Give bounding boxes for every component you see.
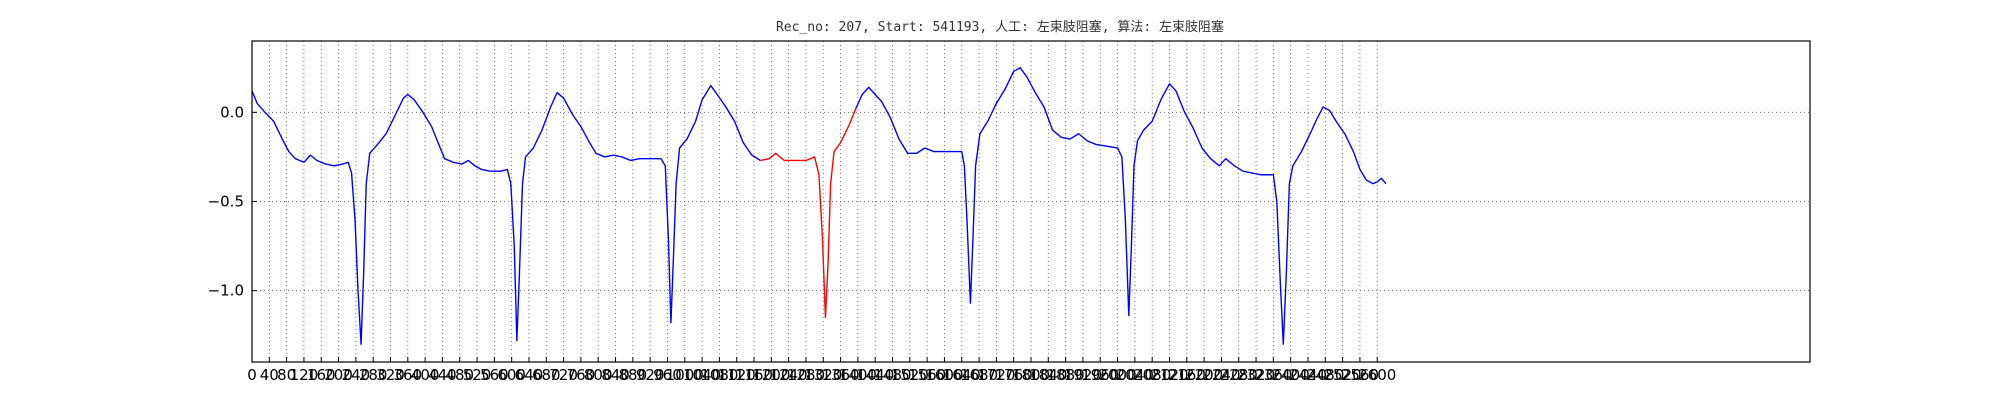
x-tick-label: 80 (277, 366, 296, 384)
x-tick-label: 1320 (804, 366, 842, 384)
x-tick-label: 480 (445, 366, 474, 384)
x-tick-label: 1720 (977, 366, 1015, 384)
x-tick-label: 1160 (735, 366, 773, 384)
y-tick-label: 0.0 (220, 103, 244, 121)
plot-frame (251, 40, 1811, 363)
x-tick-label: 1240 (770, 366, 808, 384)
series-layer (251, 67, 1387, 345)
x-tick-label: 2240 (1202, 366, 1240, 384)
x-tick-label: 640 (515, 366, 544, 384)
x-tick-label: 40 (260, 366, 279, 384)
x-tick-label: 1760 (995, 366, 1033, 384)
x-tick-label: 2000 (1098, 366, 1136, 384)
x-tick-label: 2560 (1341, 366, 1379, 384)
x-tick-label: 1920 (1064, 366, 1102, 384)
x-tick-label: 2080 (1133, 366, 1171, 384)
x-tick-label: 1800 (1012, 366, 1050, 384)
x-tick-label: 1480 (873, 366, 911, 384)
chart-title: Rec_no: 207, Start: 541193, 人工: 左束肢阻塞, 算… (776, 19, 1224, 35)
x-tick-label: 920 (636, 366, 665, 384)
y-tick-label: −0.5 (208, 193, 244, 211)
x-tick-label: 2320 (1237, 366, 1275, 384)
x-tick-label: 680 (532, 366, 561, 384)
x-tick-label: 2040 (1116, 366, 1154, 384)
x-tick-label: 1280 (787, 366, 825, 384)
x-tick-label: 1960 (1081, 366, 1119, 384)
x-tick-label: 320 (376, 366, 405, 384)
x-tick-label: 360 (393, 366, 422, 384)
x-tick-label: 760 (567, 366, 596, 384)
x-tick-label: 560 (480, 366, 509, 384)
x-tick-label: 800 (584, 366, 613, 384)
x-tick-label: 1120 (718, 366, 756, 384)
x-tick-label: 1880 (1047, 366, 1085, 384)
x-tick-label: 2120 (1150, 366, 1188, 384)
y-axis: 0.0 −0.5 −1.0 (208, 103, 257, 300)
grid (251, 41, 1810, 362)
x-tick-label: 120 (290, 366, 319, 384)
x-tick-label: 240 (342, 366, 371, 384)
x-tick-label: 1360 (821, 366, 859, 384)
ecg-trace-segment (251, 84, 761, 345)
x-tick-label: 200 (324, 366, 353, 384)
x-tick-label: 2600 (1358, 366, 1396, 384)
x-tick-label: 2280 (1220, 366, 1258, 384)
x-tick-label: 1200 (752, 366, 790, 384)
x-tick-label: 1680 (960, 366, 998, 384)
x-tick-label: 2160 (1168, 366, 1206, 384)
x-tick-label: 880 (619, 366, 648, 384)
x-tick-label: 1080 (700, 366, 738, 384)
x-tick-label: 1640 (943, 366, 981, 384)
y-tick-label: −1.0 (208, 282, 244, 300)
x-tick-label: 1840 (1029, 366, 1067, 384)
x-tick-label: 720 (549, 366, 578, 384)
x-tick-label: 520 (463, 366, 492, 384)
x-axis: 0 408012016020024028032036040044048052056… (247, 357, 1396, 384)
x-tick-label: 400 (411, 366, 440, 384)
x-tick-label: 1520 (891, 366, 929, 384)
x-tick-label: 1560 (908, 366, 946, 384)
ecg-trace-highlight-segment (760, 108, 857, 319)
x-tick-label: 280 (359, 366, 388, 384)
x-tick-label: 0 (247, 366, 257, 384)
x-tick-label: 2520 (1324, 366, 1362, 384)
x-tick-label: 960 (653, 366, 682, 384)
x-tick-label: 1000 (666, 366, 704, 384)
x-tick-label: 440 (428, 366, 457, 384)
x-tick-label: 160 (307, 366, 336, 384)
x-tick-label: 840 (601, 366, 630, 384)
x-tick-label: 1400 (839, 366, 877, 384)
x-tick-label: 1440 (856, 366, 894, 384)
x-tick-label: 600 (497, 366, 526, 384)
x-tick-label: 2440 (1289, 366, 1327, 384)
ecg-trace-segment (855, 67, 1387, 345)
x-tick-label: 2400 (1272, 366, 1310, 384)
x-tick-label: 2200 (1185, 366, 1223, 384)
x-tick-label: 1040 (683, 366, 721, 384)
x-tick-label: 2360 (1254, 366, 1292, 384)
x-tick-label: 1600 (925, 366, 963, 384)
x-tick-label: 2480 (1306, 366, 1344, 384)
